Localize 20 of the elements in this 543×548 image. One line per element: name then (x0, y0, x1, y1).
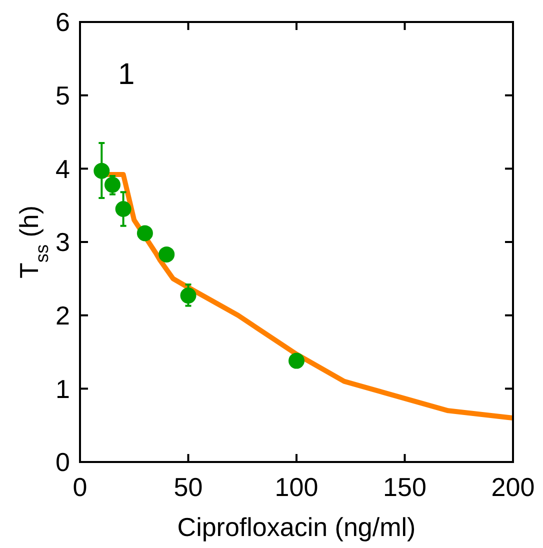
y-tick-label: 3 (56, 227, 70, 258)
x-tick-label: 50 (174, 472, 203, 502)
x-tick-label: 200 (491, 472, 535, 502)
point (115, 201, 132, 217)
point (136, 225, 153, 242)
x-axis-title: Ciprofloxacin (ng/ml) (177, 512, 416, 542)
y-tick-label: 6 (56, 7, 70, 38)
x-tick-label: 150 (383, 472, 426, 502)
x-tick-label: 100 (274, 472, 318, 502)
point (104, 176, 120, 193)
point (94, 162, 110, 179)
y-tick-label: 2 (56, 300, 70, 330)
y-tick-label: 4 (56, 154, 70, 184)
y-tick-label: 5 (56, 80, 70, 110)
y-tick-label: 0 (56, 447, 70, 478)
point (158, 246, 175, 262)
point (180, 288, 196, 304)
y-tick-label: 1 (56, 374, 70, 404)
point (288, 352, 304, 369)
annotation: 1 (118, 58, 135, 91)
